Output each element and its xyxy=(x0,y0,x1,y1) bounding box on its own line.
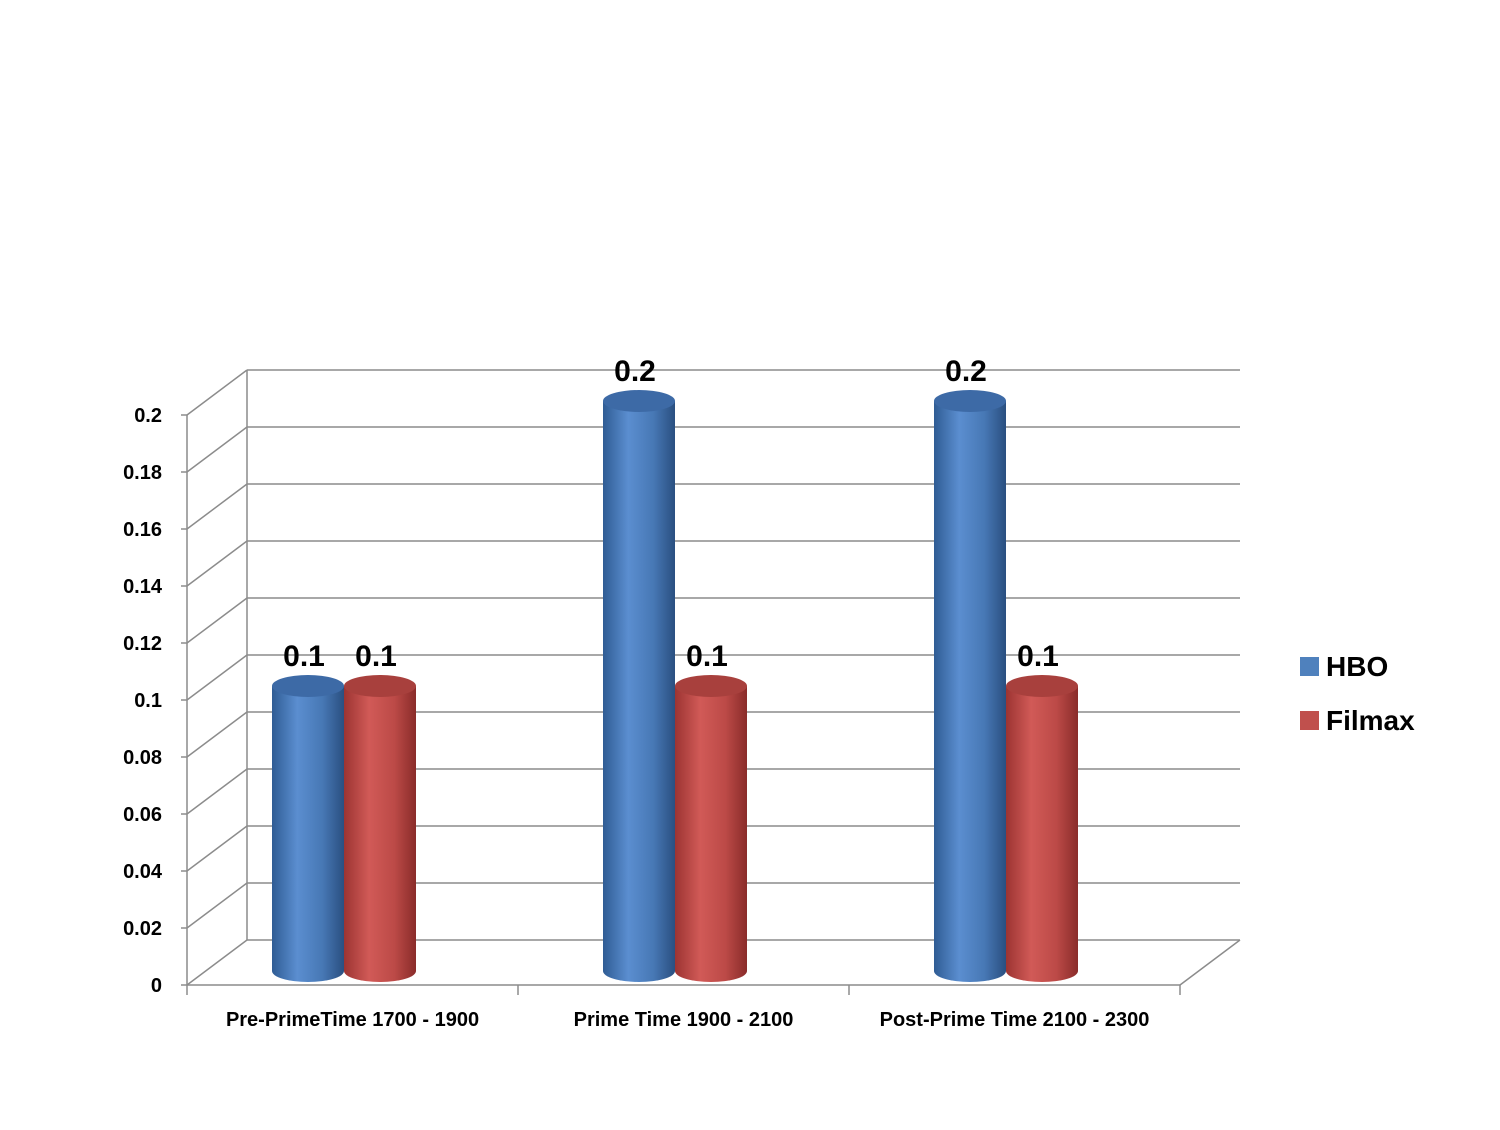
gridline-side xyxy=(186,369,248,416)
x-tick-label: Post-Prime Time 2100 - 2300 xyxy=(880,1009,1150,1031)
floor-right-edge xyxy=(1179,939,1241,986)
y-tick-label: 0.12 xyxy=(123,633,162,655)
axes: 0 0.02 0.04 0.06 0.08 0.1 0.12 0.14 0.16 0.18 0.2 P… xyxy=(123,405,1181,1031)
x-tick-label: Pre-PrimeTime 1700 - 1900 xyxy=(226,1009,479,1031)
hbo-bar-top xyxy=(272,675,344,697)
y-tick-label: 0.04 xyxy=(123,861,163,883)
gridline-side xyxy=(186,882,248,929)
data-label: 0.2 xyxy=(614,355,656,388)
filmax-bar xyxy=(1006,675,1078,982)
hbo-bar-body xyxy=(603,401,675,982)
filmax-bar-top xyxy=(675,675,747,697)
gridline-side xyxy=(186,711,248,758)
y-tick-label: 0 xyxy=(151,975,162,997)
y-tick-label: 0.08 xyxy=(123,747,162,769)
hbo-bar xyxy=(603,390,675,982)
gridline-side xyxy=(186,540,248,587)
x-tick-label: Prime Time 1900 - 2100 xyxy=(574,1009,794,1031)
gridline-side xyxy=(186,654,248,701)
hbo-legend-swatch xyxy=(1300,657,1319,676)
y-tick-label: 0.1 xyxy=(134,690,162,712)
filmax-bar-top xyxy=(1006,675,1078,697)
filmax-legend-label: Filmax xyxy=(1326,705,1415,736)
hbo-bar-body xyxy=(272,686,344,982)
data-label: 0.1 xyxy=(686,640,728,673)
filmax-legend-swatch xyxy=(1300,711,1319,730)
gridline-side xyxy=(186,483,248,530)
hbo-bar xyxy=(272,675,344,982)
data-label: 0.2 xyxy=(945,355,987,388)
legend: HBO Filmax xyxy=(1300,651,1415,736)
filmax-bar-body xyxy=(344,686,416,982)
filmax-bar xyxy=(675,675,747,982)
data-label: 0.1 xyxy=(1017,640,1059,673)
data-label: 0.1 xyxy=(283,640,325,673)
hbo-bar xyxy=(934,390,1006,982)
gridline-side xyxy=(186,426,248,473)
filmax-bar-top xyxy=(344,675,416,697)
y-tick-label: 0.02 xyxy=(123,918,162,940)
hbo-bar-top xyxy=(603,390,675,412)
filmax-bar-body xyxy=(675,686,747,982)
hbo-bar-body xyxy=(934,401,1006,982)
gridline-side xyxy=(186,768,248,815)
y-tick-label: 0.06 xyxy=(123,804,162,826)
filmax-bar-body xyxy=(1006,686,1078,982)
gridline-side xyxy=(186,825,248,872)
hbo-bar-top xyxy=(934,390,1006,412)
filmax-bar xyxy=(344,675,416,982)
y-tick-label: 0.16 xyxy=(123,519,162,541)
y-tick-label: 0.18 xyxy=(123,462,162,484)
data-labels: 0.1 0.2 0.2 0.1 0.1 0.1 xyxy=(283,355,1059,673)
bars xyxy=(272,390,1078,982)
gridline-side xyxy=(186,597,248,644)
y-tick-label: 0.2 xyxy=(134,405,162,427)
y-tick-label: 0.14 xyxy=(123,576,163,598)
hbo-legend-label: HBO xyxy=(1326,651,1388,682)
gridline-side xyxy=(186,939,248,986)
data-label: 0.1 xyxy=(355,640,397,673)
